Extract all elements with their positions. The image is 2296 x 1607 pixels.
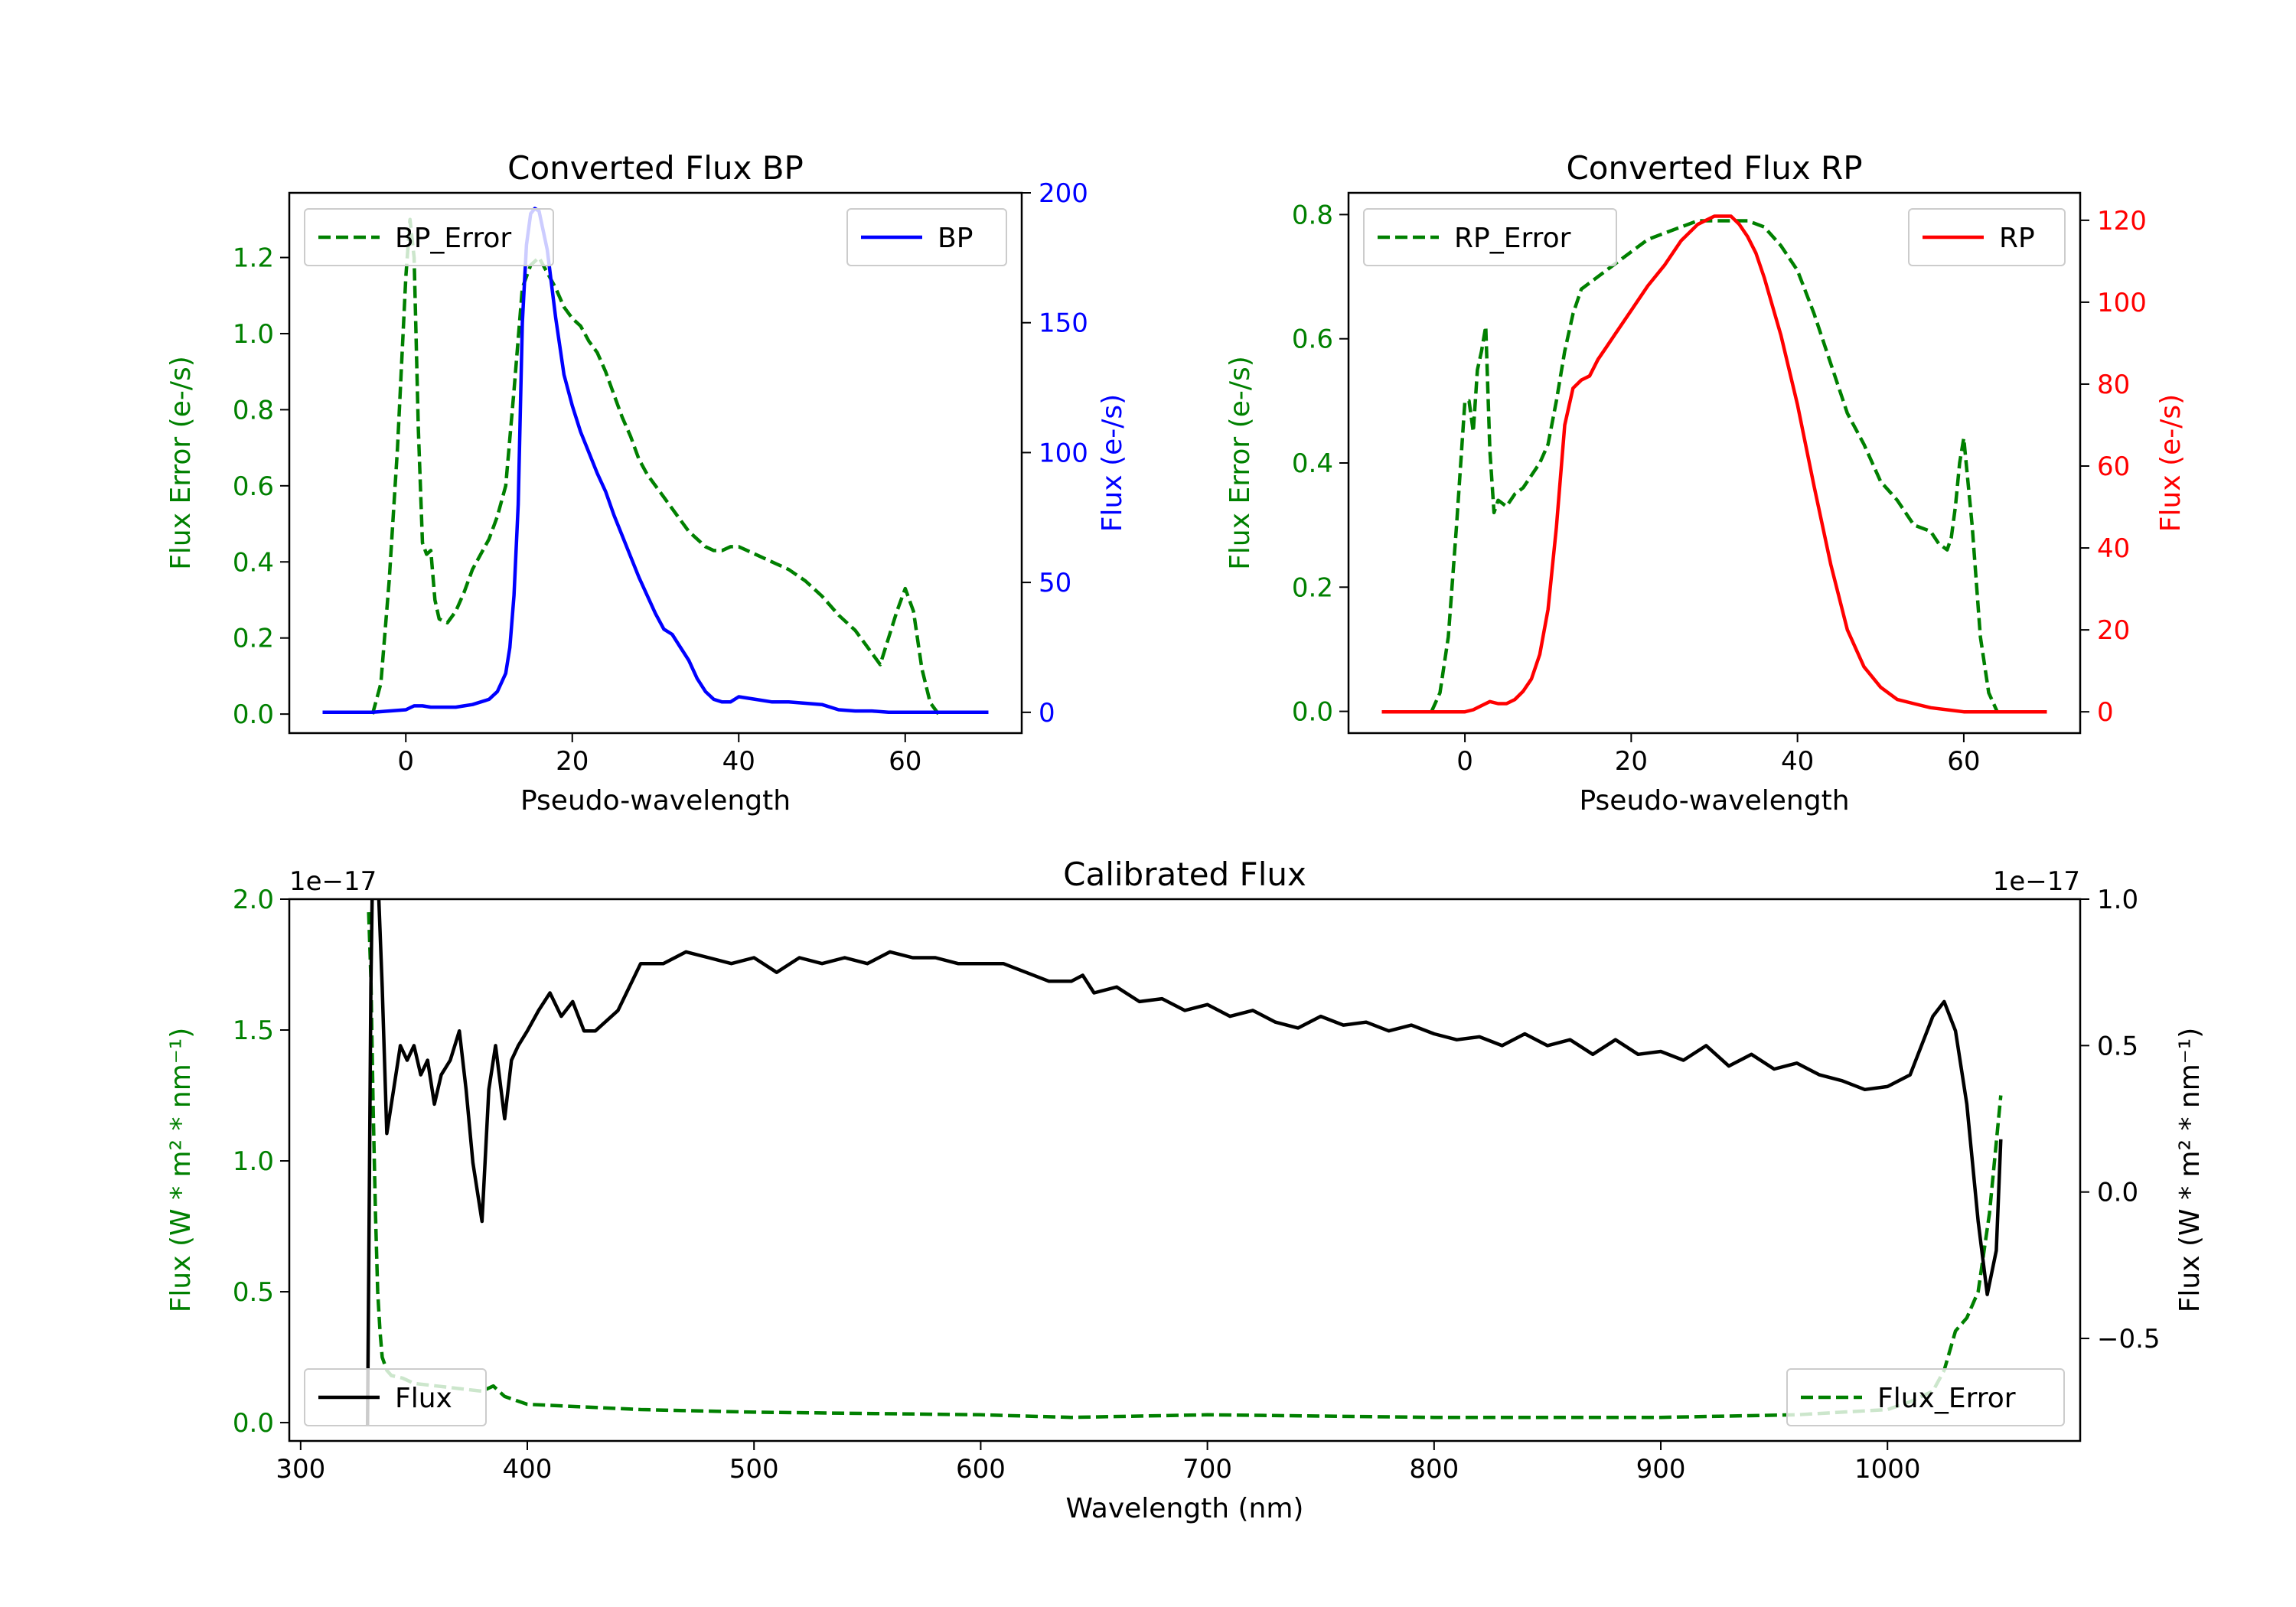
series-line-rp bbox=[1381, 214, 2047, 714]
y-right-tick-label: 0 bbox=[1039, 698, 1055, 729]
legend-frame bbox=[1363, 208, 1617, 266]
y-right-tick-label: 100 bbox=[2097, 288, 2147, 318]
y-left-tick-label: 1.0 bbox=[233, 1146, 274, 1177]
legend-label: Flux bbox=[395, 1383, 452, 1414]
x-tick-label: 40 bbox=[722, 746, 755, 777]
y-right-tick-label: 0 bbox=[2097, 697, 2114, 728]
legend-frame bbox=[1908, 208, 2066, 266]
y-right-axis-label: Flux (e-/s) bbox=[2155, 394, 2187, 532]
y-left-axis-label: Flux Error (e-/s) bbox=[165, 356, 197, 570]
legend-left: Flux bbox=[304, 1368, 487, 1426]
x-tick-label: 800 bbox=[1409, 1454, 1459, 1485]
axes-frame bbox=[288, 191, 1023, 735]
legend-left: RP_Error bbox=[1363, 208, 1617, 266]
legend-label: BP_Error bbox=[395, 223, 511, 254]
y-left-axis-label: Flux Error (e-/s) bbox=[1225, 356, 1256, 570]
axes-frame bbox=[1347, 191, 2082, 735]
x-tick-label: 40 bbox=[1781, 746, 1814, 777]
legend-right: RP bbox=[1908, 208, 2066, 266]
y-left-tick-label: 0.2 bbox=[1292, 572, 1333, 603]
y-left-tick-label: 0.4 bbox=[1292, 448, 1333, 479]
y-right-tick-label: 20 bbox=[2097, 615, 2130, 646]
series-line-rp-error bbox=[1430, 219, 1999, 712]
y-right-tick-label: 40 bbox=[2097, 533, 2130, 564]
y-left-tick-label: 1.5 bbox=[233, 1015, 274, 1046]
y-right-tick-label: 60 bbox=[2097, 451, 2130, 482]
y-right-tick-label: 1.0 bbox=[2097, 885, 2138, 915]
legend-frame bbox=[304, 1368, 487, 1426]
legend-right: BP bbox=[846, 208, 1007, 266]
y-left-tick-label: 0.4 bbox=[233, 547, 274, 578]
legend-label: RP bbox=[1999, 223, 2035, 254]
y-left-tick-label: 0.8 bbox=[1292, 200, 1333, 230]
y-right-axis-label: Flux (W * m² * nm⁻¹) bbox=[2174, 1028, 2206, 1313]
x-tick-label: 0 bbox=[397, 746, 414, 777]
y-left-tick-label: 1.2 bbox=[233, 243, 274, 274]
x-tick-label: 400 bbox=[503, 1454, 553, 1485]
legend-label: BP bbox=[938, 223, 973, 254]
y-right-tick-label: 150 bbox=[1039, 308, 1088, 339]
y-left-tick-label: 0.8 bbox=[233, 395, 274, 425]
x-axis-label: Wavelength (nm) bbox=[1066, 1493, 1304, 1524]
y-left-tick-label: 0.6 bbox=[1292, 324, 1333, 355]
y-left-tick-label: 0.2 bbox=[233, 624, 274, 654]
x-tick-label: 60 bbox=[889, 746, 921, 777]
legend-label: RP_Error bbox=[1454, 223, 1571, 254]
y-right-tick-label: 80 bbox=[2097, 370, 2130, 400]
legend-label: Flux_Error bbox=[1877, 1383, 2016, 1414]
y-left-tick-label: 0.0 bbox=[1292, 697, 1333, 728]
x-tick-label: 0 bbox=[1456, 746, 1473, 777]
x-tick-label: 1000 bbox=[1854, 1454, 1921, 1485]
series-group bbox=[365, 899, 2003, 1426]
x-tick-label: 600 bbox=[956, 1454, 1006, 1485]
x-axis-label: Pseudo-wavelength bbox=[520, 785, 791, 817]
y-right-tick-label: 200 bbox=[1039, 178, 1088, 209]
axes-frame bbox=[288, 898, 2082, 1442]
series-group bbox=[322, 207, 989, 715]
chart-rp: Converted Flux RP 0 20 40 60 Pseudo-wavelengt… bbox=[1225, 149, 2187, 817]
legend-left: BP_Error bbox=[304, 208, 554, 266]
y-left-tick-label: 0.5 bbox=[233, 1277, 274, 1308]
x-tick-label: 20 bbox=[556, 746, 589, 777]
y-right-tick-label: 0.0 bbox=[2097, 1178, 2138, 1208]
y-right-tick-label: −0.5 bbox=[2097, 1324, 2161, 1354]
y-left-axis-label: Flux (W * m² * nm⁻¹) bbox=[165, 1028, 197, 1313]
series-line-flux-error bbox=[367, 912, 2003, 1420]
y-right-tick-label: 120 bbox=[2097, 206, 2147, 236]
x-tick-label: 900 bbox=[1636, 1454, 1686, 1485]
y-left-tick-label: 2.0 bbox=[233, 885, 274, 915]
y-right-tick-label: 0.5 bbox=[2097, 1031, 2138, 1061]
legend-right: Flux_Error bbox=[1786, 1368, 2065, 1426]
y-right-offset-text: 1e−17 bbox=[1993, 866, 2080, 897]
chart-bp: Converted Flux BP 0 20 40 60 Pseudo-wavelengt… bbox=[165, 149, 1128, 817]
y-right-axis-label: Flux (e-/s) bbox=[1097, 394, 1128, 532]
x-tick-label: 60 bbox=[1947, 746, 1980, 777]
legend-frame bbox=[1786, 1368, 2065, 1426]
y-right-tick-label: 100 bbox=[1039, 438, 1088, 468]
series-line-bp bbox=[322, 207, 989, 715]
x-tick-label: 300 bbox=[276, 1454, 325, 1485]
series-line-flux bbox=[365, 899, 2003, 1426]
series-group bbox=[1381, 214, 2047, 714]
y-left-tick-label: 1.0 bbox=[233, 319, 274, 350]
x-axis-label: Pseudo-wavelength bbox=[1579, 785, 1849, 817]
y-left-tick-label: 0.0 bbox=[233, 1408, 274, 1439]
y-left-offset-text: 1e−17 bbox=[289, 866, 377, 897]
x-tick-label: 700 bbox=[1182, 1454, 1232, 1485]
x-tick-label: 500 bbox=[729, 1454, 779, 1485]
y-left-tick-label: 0.0 bbox=[233, 699, 274, 730]
chart-title: Calibrated Flux bbox=[1063, 856, 1306, 893]
y-left-tick-label: 0.6 bbox=[233, 471, 274, 502]
legend-frame bbox=[846, 208, 1007, 266]
y-right-tick-label: 50 bbox=[1039, 568, 1071, 598]
chart-title: Converted Flux BP bbox=[507, 149, 804, 187]
legend-frame bbox=[304, 208, 554, 266]
series-line-bp-error bbox=[370, 217, 941, 715]
chart-title: Converted Flux RP bbox=[1566, 149, 1862, 187]
x-tick-label: 20 bbox=[1615, 746, 1648, 777]
chart-cal: Calibrated Flux 300 400 500 600 700 800 900 1000… bbox=[165, 856, 2206, 1524]
